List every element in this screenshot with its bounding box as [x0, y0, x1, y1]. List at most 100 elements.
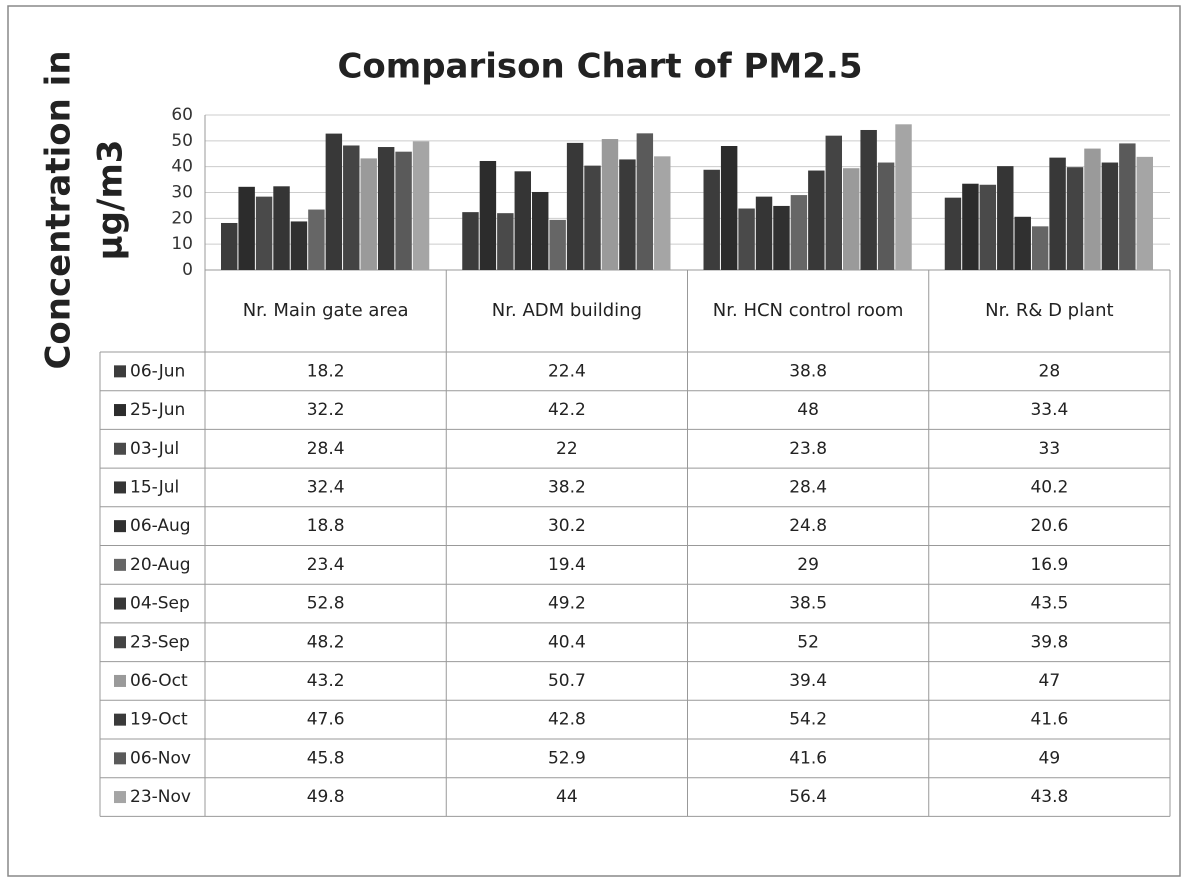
table-cell: 47.6 [307, 710, 345, 730]
bar [720, 146, 738, 270]
table-cell: 52.8 [307, 594, 345, 614]
table-cell: 38.8 [789, 361, 827, 381]
table-cell: 48 [797, 400, 819, 420]
bar [532, 191, 549, 270]
legend-swatch [114, 481, 126, 494]
legend-swatch [114, 404, 126, 417]
legend-label: 06-Jun [130, 361, 185, 381]
y-tick-label: 40 [171, 157, 193, 177]
bar [395, 151, 412, 270]
bar [255, 196, 273, 270]
table-cell: 28.4 [307, 439, 345, 459]
table-cell: 19.4 [548, 555, 586, 575]
bar [654, 156, 671, 270]
x-tick-label: Nr. HCN control room [713, 300, 904, 321]
bar [1101, 162, 1119, 270]
table-cell: 22 [556, 439, 578, 459]
chart-title: Comparison Chart of PM2.5 [337, 47, 862, 87]
table-cell: 29 [797, 555, 819, 575]
bar [360, 158, 377, 270]
table-cell: 40.4 [548, 632, 586, 652]
table-cell: 54.2 [789, 710, 827, 730]
bar [619, 159, 636, 270]
bar [462, 212, 479, 270]
bar [877, 162, 895, 270]
legend-label: 04-Sep [130, 594, 190, 614]
y-tick-label: 10 [171, 234, 193, 254]
x-tick-label: Nr. R& D plant [985, 300, 1113, 321]
table-cell: 49 [1039, 748, 1061, 768]
y-tick-label: 0 [182, 260, 193, 280]
bar [1084, 148, 1101, 270]
table-cell: 52.9 [548, 748, 586, 768]
table-cell: 24.8 [789, 516, 827, 536]
table-cell: 32.2 [307, 400, 345, 420]
bar [860, 129, 877, 270]
table-cell: 47 [1039, 671, 1061, 691]
table-cell: 28 [1039, 361, 1061, 381]
legend-label: 03-Jul [130, 439, 179, 459]
table-cell: 41.6 [1030, 710, 1068, 730]
y-tick-label: 50 [171, 131, 193, 151]
legend-swatch [114, 520, 126, 533]
bar [343, 145, 360, 270]
legend-label: 23-Nov [130, 787, 191, 807]
frame [7, 5, 1181, 877]
table-cell: 33.4 [1030, 400, 1068, 420]
table-cell: 52 [797, 632, 819, 652]
legend-swatch [114, 442, 126, 455]
legend-swatch [114, 713, 126, 726]
table-cell: 39.8 [1030, 632, 1068, 652]
bar [790, 195, 808, 270]
table-cell: 43.2 [307, 671, 345, 691]
y-tick-label: 20 [171, 208, 193, 228]
bar [755, 196, 773, 270]
bar [549, 219, 566, 270]
bar [1066, 167, 1084, 270]
bar [497, 213, 514, 270]
bar [273, 186, 290, 270]
table-cell: 30.2 [548, 516, 586, 536]
bar [1031, 226, 1049, 270]
bar [895, 124, 912, 270]
legend-label: 06-Aug [130, 516, 191, 536]
y-axis-label: µg/m3 [91, 140, 131, 261]
bar [514, 171, 531, 270]
bar [962, 183, 979, 270]
table-cell: 20.6 [1030, 516, 1068, 536]
bar [997, 166, 1014, 270]
bar [290, 221, 308, 270]
bar [308, 209, 325, 270]
bar [703, 169, 720, 270]
table-cell: 43.8 [1030, 787, 1068, 807]
table-cell: 49.8 [307, 787, 345, 807]
y-tick-label: 30 [171, 183, 193, 203]
bar [808, 170, 825, 270]
table-cell: 49.2 [548, 594, 586, 614]
table-cell: 38.2 [548, 477, 586, 497]
bar [584, 165, 601, 270]
bar [377, 147, 395, 270]
table-cell: 40.2 [1030, 477, 1068, 497]
bar [773, 205, 790, 270]
table-cell: 45.8 [307, 748, 345, 768]
table-cell: 42.2 [548, 400, 586, 420]
legend-label: 06-Nov [130, 748, 191, 768]
table-cell: 16.9 [1030, 555, 1068, 575]
table-cell: 28.4 [789, 477, 827, 497]
bar [601, 139, 619, 270]
table-cell: 38.5 [789, 594, 827, 614]
table-cell: 39.4 [789, 671, 827, 691]
bar [479, 160, 497, 270]
bar [825, 135, 842, 270]
bar [325, 133, 343, 270]
legend-swatch [114, 597, 126, 610]
table-cell: 22.4 [548, 361, 586, 381]
bar [738, 208, 755, 270]
bar [412, 141, 430, 270]
table-cell: 23.4 [307, 555, 345, 575]
bar [1014, 216, 1031, 270]
bar [1119, 143, 1136, 270]
y-axis-label: Concentration in [39, 50, 79, 369]
